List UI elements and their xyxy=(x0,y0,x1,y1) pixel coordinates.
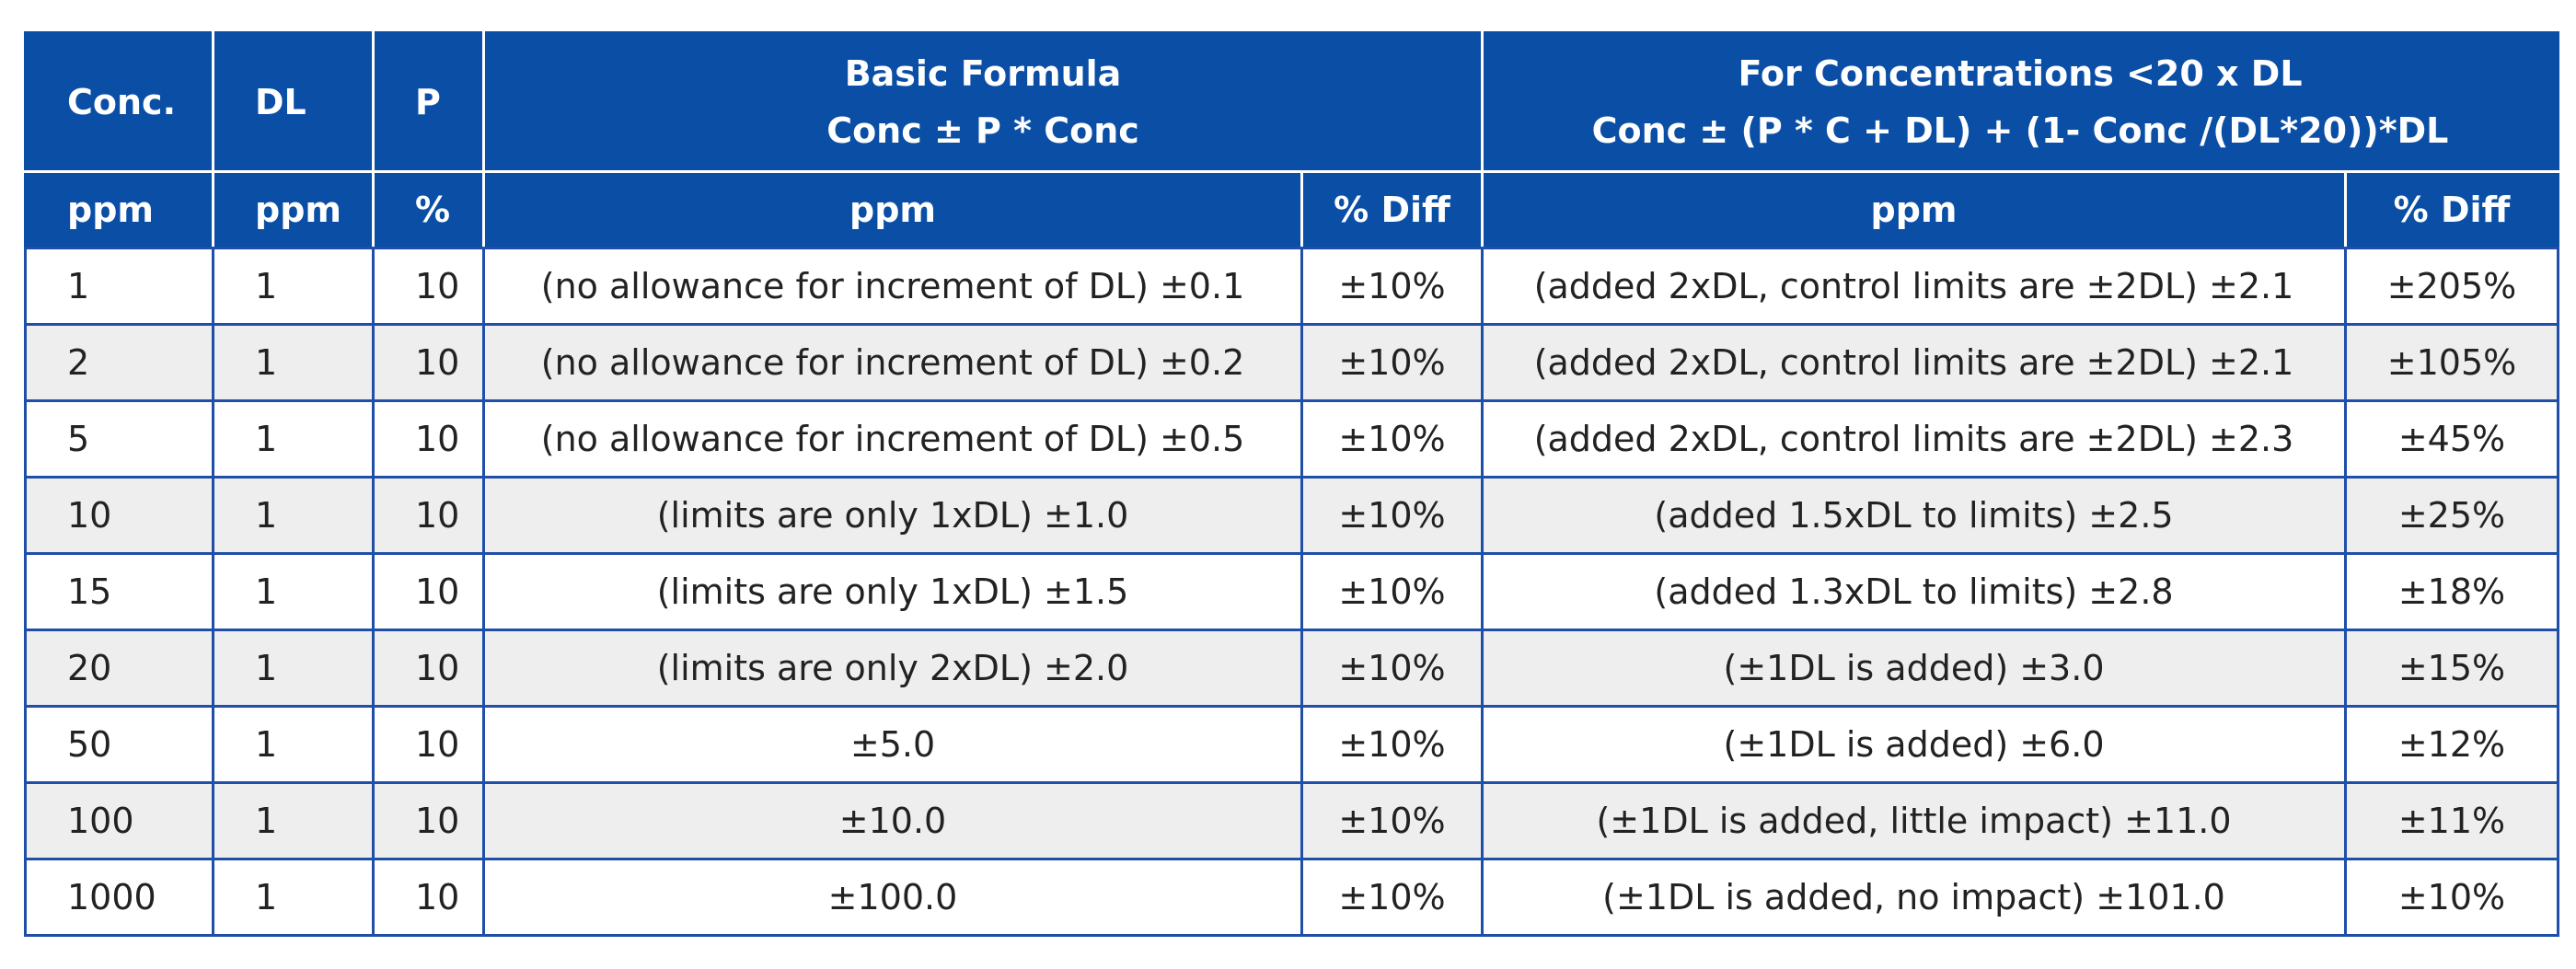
header-conc: Conc. xyxy=(24,31,214,173)
cell-basic-ppm: (limits are only 1xDL) ±1.5 xyxy=(482,552,1303,631)
header-dl: DL xyxy=(212,31,375,173)
cell-p: 10 xyxy=(372,781,485,860)
header-conc-unit: ppm xyxy=(24,170,214,249)
header-low-concentration-formula: For Concentrations <20 x DL Conc ± (P * … xyxy=(1480,31,2560,173)
header-basic-formula-expression: Conc ± P * Conc xyxy=(826,110,1139,151)
cell-dl: 1 xyxy=(212,705,375,784)
cell-basic-ppm: (limits are only 1xDL) ±1.0 xyxy=(482,476,1303,555)
cell-p: 10 xyxy=(372,247,485,326)
cell-low-diff: ±11% xyxy=(2343,781,2560,860)
table-row: 100 1 10 ±10.0 ±10% (±1DL is added, litt… xyxy=(24,781,2560,860)
cell-dl: 1 xyxy=(212,781,375,860)
cell-dl: 1 xyxy=(212,323,375,402)
cell-low-ppm: (±1DL is added) ±6.0 xyxy=(1481,705,2347,784)
header-row-2: ppm ppm % ppm % Diff ppm % Diff xyxy=(24,170,2560,249)
cell-p: 10 xyxy=(372,323,485,402)
header-basic-formula-title: Basic Formula xyxy=(844,53,1122,94)
cell-dl: 1 xyxy=(212,399,375,479)
cell-low-diff: ±15% xyxy=(2343,629,2560,708)
cell-basic-ppm: ±10.0 xyxy=(482,781,1303,860)
cell-conc: 1 xyxy=(24,247,214,326)
cell-conc: 20 xyxy=(24,629,214,708)
table-body: 1 1 10 (no allowance for increment of DL… xyxy=(24,247,2560,937)
table-row: 1000 1 10 ±100.0 ±10% (±1DL is added, no… xyxy=(24,858,2560,937)
cell-low-diff: ±10% xyxy=(2343,858,2560,937)
cell-p: 10 xyxy=(372,629,485,708)
header-row-1: Conc. DL P Basic Formula Conc ± P * Conc… xyxy=(24,31,2560,173)
cell-dl: 1 xyxy=(212,476,375,555)
header-p: P xyxy=(372,31,485,173)
cell-dl: 1 xyxy=(212,552,375,631)
cell-low-ppm: (±1DL is added, no impact) ±101.0 xyxy=(1481,858,2347,937)
header-low-concentration-title: For Concentrations <20 x DL xyxy=(1738,53,2303,94)
cell-basic-diff: ±10% xyxy=(1300,476,1484,555)
header-basic-diff: % Diff xyxy=(1300,170,1484,249)
cell-low-diff: ±12% xyxy=(2343,705,2560,784)
header-basic-ppm: ppm xyxy=(482,170,1303,249)
table-row: 15 1 10 (limits are only 1xDL) ±1.5 ±10%… xyxy=(24,552,2560,631)
cell-conc: 2 xyxy=(24,323,214,402)
table-row: 2 1 10 (no allowance for increment of DL… xyxy=(24,323,2560,402)
cell-conc: 5 xyxy=(24,399,214,479)
cell-dl: 1 xyxy=(212,629,375,708)
header-low-diff: % Diff xyxy=(2343,170,2560,249)
table-row: 1 1 10 (no allowance for increment of DL… xyxy=(24,247,2560,326)
cell-conc: 1000 xyxy=(24,858,214,937)
cell-basic-diff: ±10% xyxy=(1300,247,1484,326)
cell-low-diff: ±45% xyxy=(2343,399,2560,479)
cell-low-ppm: (added 1.5xDL to limits) ±2.5 xyxy=(1481,476,2347,555)
table-row: 50 1 10 ±5.0 ±10% (±1DL is added) ±6.0 ±… xyxy=(24,705,2560,784)
cell-basic-ppm: (no allowance for increment of DL) ±0.2 xyxy=(482,323,1303,402)
cell-basic-ppm: ±100.0 xyxy=(482,858,1303,937)
header-dl-unit: ppm xyxy=(212,170,375,249)
header-low-concentration-expression: Conc ± (P * C + DL) + (1- Conc /(DL*20))… xyxy=(1591,110,2449,151)
table-row: 10 1 10 (limits are only 1xDL) ±1.0 ±10%… xyxy=(24,476,2560,555)
cell-basic-ppm: (no allowance for increment of DL) ±0.5 xyxy=(482,399,1303,479)
cell-low-ppm: (±1DL is added, little impact) ±11.0 xyxy=(1481,781,2347,860)
cell-low-ppm: (added 2xDL, control limits are ±2DL) ±2… xyxy=(1481,247,2347,326)
cell-low-diff: ±25% xyxy=(2343,476,2560,555)
cell-conc: 100 xyxy=(24,781,214,860)
cell-basic-ppm: ±5.0 xyxy=(482,705,1303,784)
cell-conc: 10 xyxy=(24,476,214,555)
concentration-limits-table-wrap: Conc. DL P Basic Formula Conc ± P * Conc… xyxy=(24,31,2560,937)
concentration-limits-table: Conc. DL P Basic Formula Conc ± P * Conc… xyxy=(24,31,2560,937)
cell-basic-diff: ±10% xyxy=(1300,705,1484,784)
table-row: 5 1 10 (no allowance for increment of DL… xyxy=(24,399,2560,479)
cell-dl: 1 xyxy=(212,858,375,937)
cell-basic-ppm: (no allowance for increment of DL) ±0.1 xyxy=(482,247,1303,326)
header-low-ppm: ppm xyxy=(1481,170,2347,249)
header-basic-formula: Basic Formula Conc ± P * Conc xyxy=(482,31,1484,173)
cell-p: 10 xyxy=(372,705,485,784)
cell-low-ppm: (added 1.3xDL to limits) ±2.8 xyxy=(1481,552,2347,631)
cell-low-diff: ±205% xyxy=(2343,247,2560,326)
cell-p: 10 xyxy=(372,858,485,937)
cell-conc: 15 xyxy=(24,552,214,631)
table-row: 20 1 10 (limits are only 2xDL) ±2.0 ±10%… xyxy=(24,629,2560,708)
cell-p: 10 xyxy=(372,476,485,555)
cell-low-ppm: (added 2xDL, control limits are ±2DL) ±2… xyxy=(1481,323,2347,402)
cell-p: 10 xyxy=(372,399,485,479)
cell-p: 10 xyxy=(372,552,485,631)
cell-basic-diff: ±10% xyxy=(1300,858,1484,937)
cell-low-diff: ±105% xyxy=(2343,323,2560,402)
table-header: Conc. DL P Basic Formula Conc ± P * Conc… xyxy=(24,31,2560,249)
cell-basic-diff: ±10% xyxy=(1300,399,1484,479)
cell-conc: 50 xyxy=(24,705,214,784)
cell-low-diff: ±18% xyxy=(2343,552,2560,631)
cell-basic-diff: ±10% xyxy=(1300,323,1484,402)
cell-basic-diff: ±10% xyxy=(1300,552,1484,631)
cell-basic-diff: ±10% xyxy=(1300,629,1484,708)
cell-dl: 1 xyxy=(212,247,375,326)
header-p-unit: % xyxy=(372,170,485,249)
cell-basic-diff: ±10% xyxy=(1300,781,1484,860)
cell-basic-ppm: (limits are only 2xDL) ±2.0 xyxy=(482,629,1303,708)
cell-low-ppm: (added 2xDL, control limits are ±2DL) ±2… xyxy=(1481,399,2347,479)
cell-low-ppm: (±1DL is added) ±3.0 xyxy=(1481,629,2347,708)
